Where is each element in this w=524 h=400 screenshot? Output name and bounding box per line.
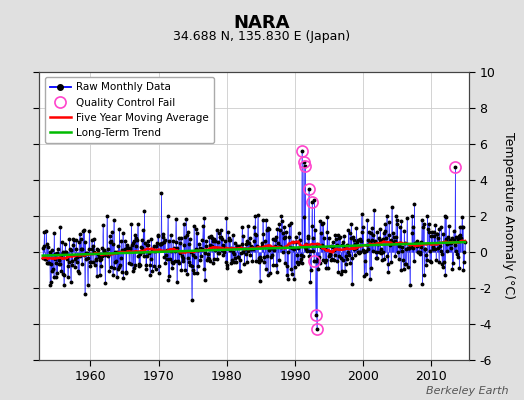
Y-axis label: Temperature Anomaly (°C): Temperature Anomaly (°C) [501, 132, 515, 300]
Legend: Raw Monthly Data, Quality Control Fail, Five Year Moving Average, Long-Term Tren: Raw Monthly Data, Quality Control Fail, … [45, 77, 214, 143]
Text: Berkeley Earth: Berkeley Earth [426, 386, 508, 396]
Text: 34.688 N, 135.830 E (Japan): 34.688 N, 135.830 E (Japan) [173, 30, 351, 43]
Text: NARA: NARA [234, 14, 290, 32]
